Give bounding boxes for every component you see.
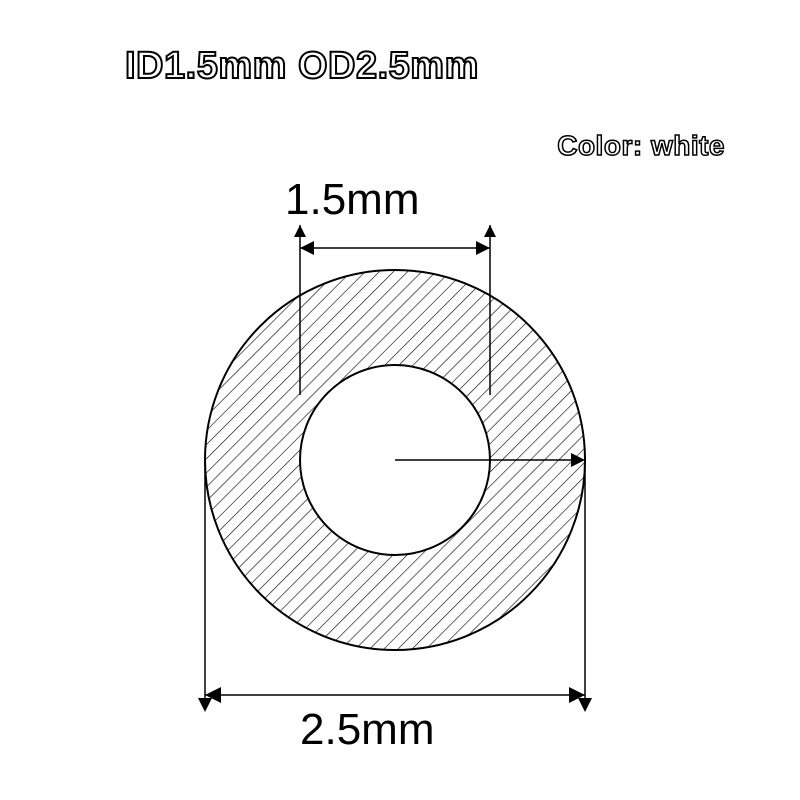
inner-arrow-left [300,241,314,255]
inner-arrow-right [476,241,490,255]
outer-tick-right [578,698,592,712]
outer-tick-left [198,698,212,712]
outer-dim-label: 2.5mm [300,705,434,755]
inner-tick-right [484,225,496,237]
ring-diagram [115,170,675,750]
color-label: Color: white [557,130,725,162]
inner-dim-label: 1.5mm [285,175,419,225]
inner-tick-left [294,225,306,237]
title-text: ID1.5mm OD2.5mm [125,45,479,88]
